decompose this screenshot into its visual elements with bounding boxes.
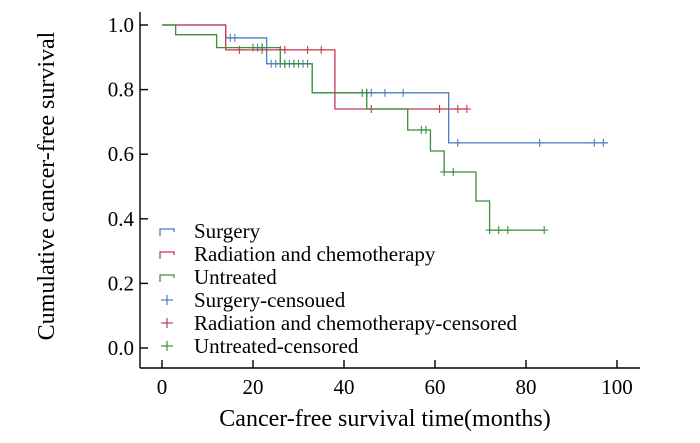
censor-mark: [289, 59, 298, 68]
censor-mark: [599, 138, 608, 147]
legend-label: Untreated: [194, 265, 277, 289]
legend-label: Radiation and chemotherapy-censored: [194, 311, 518, 335]
legend-label: Radiation and chemotherapy: [194, 242, 436, 266]
censor-mark: [453, 104, 462, 113]
censor-mark: [362, 88, 371, 97]
legend-censor-swatch: [161, 341, 173, 351]
survival-curves: [162, 24, 608, 235]
censor-mark: [485, 226, 494, 235]
censor-mark: [503, 226, 512, 235]
legend-item: Untreated: [159, 265, 277, 289]
y-tick-label: 0.2: [108, 271, 134, 295]
legend-censor-swatch: [161, 295, 173, 305]
censor-mark: [258, 43, 267, 52]
y-tick-label: 0.0: [108, 336, 134, 360]
x-tick-label: 100: [601, 375, 633, 399]
axes: [139, 12, 640, 369]
censor-mark: [440, 167, 449, 176]
km-curve-1: [162, 24, 608, 144]
legend-label: Untreated-censored: [194, 334, 359, 358]
x-tick-label: 60: [425, 375, 446, 399]
km-curve-3: [162, 24, 545, 231]
x-axis-title: Cancer-free survival time(months): [219, 406, 550, 432]
x-tick-label: 20: [243, 375, 264, 399]
censor-mark: [317, 45, 326, 54]
censor-mark: [303, 45, 312, 54]
censor-mark: [494, 226, 503, 235]
censor-mark: [249, 43, 257, 52]
legend-label: Surgery-censoued: [194, 288, 346, 312]
y-tick-label: 0.4: [108, 207, 135, 231]
legend-censor-swatch: [161, 318, 173, 328]
censor-mark: [230, 33, 239, 42]
censor-mark: [280, 59, 289, 68]
censor-mark: [535, 138, 544, 147]
legend-item: Surgery-censoued: [161, 288, 346, 312]
censor-mark: [540, 226, 549, 235]
censor-mark: [449, 167, 458, 176]
legend-item: Radiation and chemotherapy: [159, 242, 436, 266]
y-axis-title: Cumulative cancer-free survival: [34, 31, 60, 340]
x-ticks: 0 20 40 60 80 100: [157, 360, 633, 399]
censor-mark: [453, 138, 462, 147]
km-curve-2: [162, 24, 467, 110]
legend-step-swatch: [159, 274, 175, 282]
legend-step-swatch: [159, 251, 175, 259]
censor-mark: [280, 45, 289, 54]
x-tick-label: 80: [516, 375, 537, 399]
legend-step-swatch: [159, 228, 175, 236]
censor-mark: [590, 138, 599, 147]
x-tick-label: 40: [334, 375, 355, 399]
legend-label: Surgery: [194, 219, 261, 243]
y-tick-label: 1.0: [108, 13, 134, 37]
y-tick-label: 0.8: [108, 78, 134, 102]
censor-mark: [380, 88, 389, 97]
censor-mark: [462, 104, 471, 113]
y-ticks: 0.0 0.2 0.4 0.6 0.8 1.0: [108, 13, 148, 360]
y-tick-label: 0.6: [108, 142, 134, 166]
censor-mark: [399, 88, 408, 97]
x-tick-label: 0: [157, 375, 168, 399]
censor-mark: [435, 104, 444, 113]
legend-item: Radiation and chemotherapy-censored: [161, 311, 518, 335]
legend-item: Untreated-censored: [161, 334, 359, 358]
censor-mark: [421, 125, 430, 134]
legend-item: Surgery: [159, 219, 261, 243]
